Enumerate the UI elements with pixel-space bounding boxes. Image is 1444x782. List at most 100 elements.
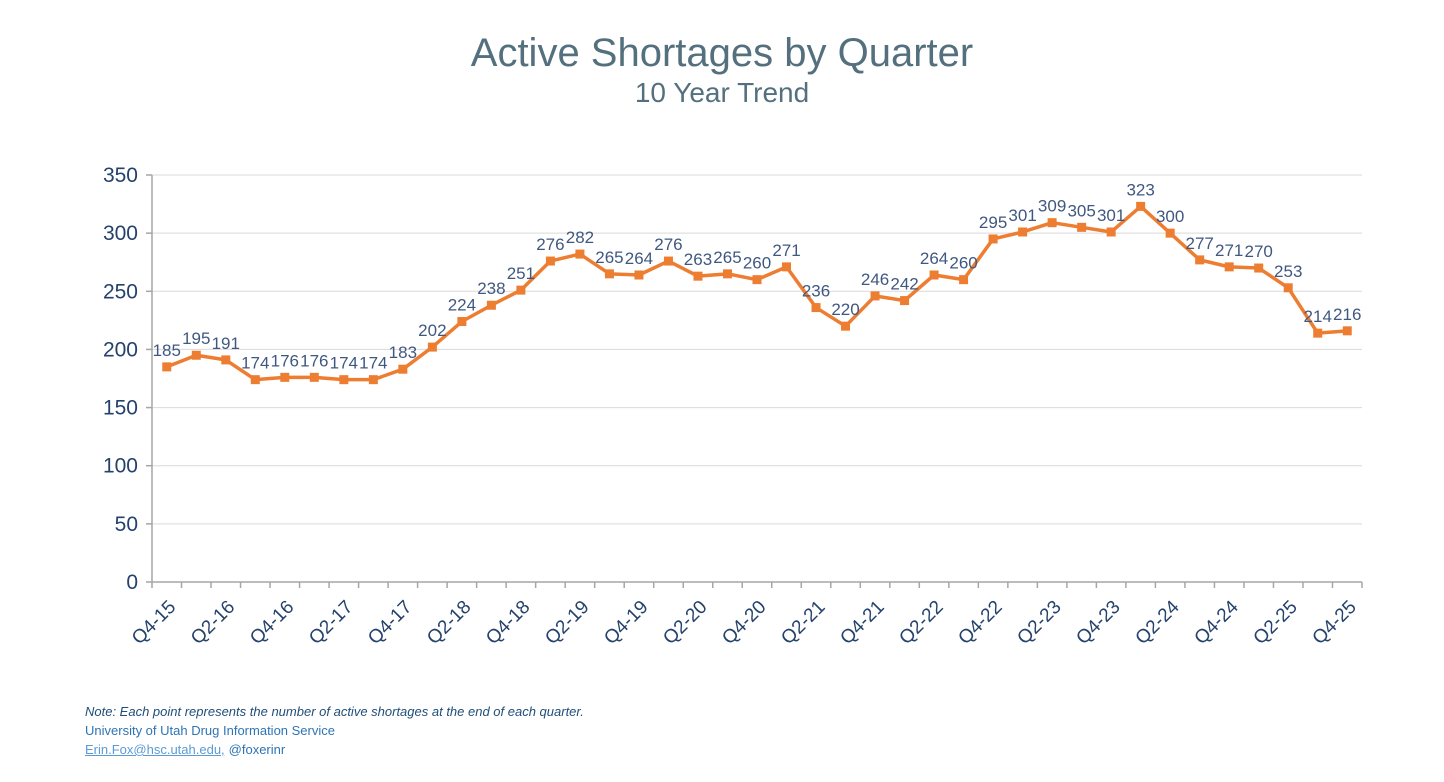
data-point-label: 185 <box>153 341 181 360</box>
data-point-marker <box>1077 222 1087 232</box>
data-point-label: 295 <box>979 213 1007 232</box>
y-axis-label: 300 <box>103 222 138 245</box>
twitter-handle: @foxerinr <box>228 742 286 757</box>
data-point-marker <box>575 249 585 259</box>
data-point-label: 323 <box>1126 180 1154 199</box>
data-point-marker <box>427 342 437 352</box>
data-point-marker <box>1283 283 1293 293</box>
data-point-marker <box>516 285 526 295</box>
chart-subtitle: 10 Year Trend <box>634 77 810 108</box>
x-axis-label: Q2-21 <box>777 597 829 649</box>
x-axis-label: Q4-18 <box>482 597 534 649</box>
y-axis-label: 150 <box>103 397 138 420</box>
data-point-marker <box>811 303 821 313</box>
chart-header: Active Shortages by Quarter 10 Year Tren… <box>0 30 1444 110</box>
data-point-marker <box>545 256 555 266</box>
x-axis-label: Q2-19 <box>541 597 593 649</box>
data-point-label: 276 <box>536 235 564 254</box>
y-axis-label: 0 <box>126 571 138 594</box>
data-point-marker <box>1165 228 1175 238</box>
data-point-label: 202 <box>418 321 446 340</box>
data-point-label: 251 <box>507 264 535 283</box>
data-point-marker <box>870 291 880 301</box>
x-axis-label: Q4-15 <box>128 597 180 649</box>
chart-title: Active Shortages by Quarter <box>470 31 974 75</box>
data-point-label: 271 <box>1215 241 1243 260</box>
data-point-label: 220 <box>831 300 859 319</box>
x-axis-label: Q4-23 <box>1072 597 1124 649</box>
x-axis-label: Q2-18 <box>423 597 475 649</box>
data-point-label: 174 <box>241 354 269 373</box>
x-axis-label: Q2-23 <box>1013 597 1065 649</box>
x-axis-label: Q4-24 <box>1191 596 1243 648</box>
data-point-marker <box>1136 201 1146 211</box>
x-axis-label: Q4-19 <box>600 597 652 649</box>
data-point-label: 214 <box>1304 307 1332 326</box>
data-point-marker <box>250 375 260 385</box>
data-point-marker <box>309 372 319 382</box>
data-point-label: 236 <box>802 282 830 301</box>
data-point-label: 300 <box>1156 207 1184 226</box>
y-axis-label: 250 <box>103 280 138 303</box>
data-point-label: 271 <box>772 241 800 260</box>
data-point-label: 305 <box>1067 201 1095 220</box>
data-point-marker <box>457 317 467 327</box>
y-axis-label: 50 <box>115 513 138 536</box>
data-point-label: 270 <box>1245 242 1273 261</box>
data-point-label: 176 <box>300 351 328 370</box>
data-point-marker <box>929 270 939 280</box>
data-point-marker <box>368 375 378 385</box>
data-point-marker <box>1342 326 1352 336</box>
data-point-label: 246 <box>861 270 889 289</box>
data-point-label: 277 <box>1185 234 1213 253</box>
data-point-label: 260 <box>743 254 771 273</box>
data-point-marker <box>280 372 290 382</box>
y-axis-label: 100 <box>103 455 138 478</box>
data-point-label: 191 <box>212 334 240 353</box>
data-point-marker <box>752 275 762 285</box>
x-axis-label: Q4-16 <box>246 597 298 649</box>
email-link[interactable]: Erin.Fox@hsc.utah.edu, <box>85 742 225 757</box>
data-point-marker <box>634 270 644 280</box>
data-point-label: 174 <box>359 354 387 373</box>
x-axis-label: Q4-25 <box>1309 597 1361 649</box>
x-axis-label: Q4-17 <box>364 597 416 649</box>
x-axis-label: Q2-25 <box>1250 597 1302 649</box>
data-point-label: 282 <box>566 228 594 247</box>
data-point-marker <box>398 364 408 374</box>
y-axis-label: 200 <box>103 338 138 361</box>
data-point-marker <box>1106 227 1116 237</box>
data-point-marker <box>1254 263 1264 273</box>
data-point-marker <box>1195 255 1205 265</box>
data-point-label: 264 <box>920 249 948 268</box>
data-point-label: 263 <box>684 250 712 269</box>
data-point-marker <box>693 271 703 281</box>
footer-notes: Note: Each point represents the number o… <box>85 702 584 759</box>
data-point-label: 301 <box>1008 206 1036 225</box>
y-axis-label: 350 <box>103 164 138 187</box>
x-axis-label: Q2-22 <box>895 597 947 649</box>
data-point-label: 301 <box>1097 206 1125 225</box>
data-point-label: 242 <box>890 275 918 294</box>
data-point-marker <box>900 296 910 306</box>
data-point-marker <box>604 269 614 279</box>
data-point-label: 253 <box>1274 262 1302 281</box>
data-point-marker <box>221 355 231 365</box>
data-point-marker <box>959 275 969 285</box>
data-point-marker <box>841 321 851 331</box>
x-axis-label: Q2-17 <box>305 597 357 649</box>
data-point-marker <box>782 262 792 272</box>
data-point-marker <box>1224 262 1234 272</box>
data-point-label: 260 <box>949 254 977 273</box>
data-point-marker <box>191 350 201 360</box>
data-point-marker <box>1047 218 1057 228</box>
data-point-marker <box>1018 227 1028 237</box>
data-point-label: 216 <box>1333 305 1361 324</box>
data-point-label: 309 <box>1038 197 1066 216</box>
data-point-label: 238 <box>477 279 505 298</box>
data-point-marker <box>339 375 349 385</box>
x-axis-label: Q2-24 <box>1132 596 1184 648</box>
data-point-marker <box>988 234 998 244</box>
